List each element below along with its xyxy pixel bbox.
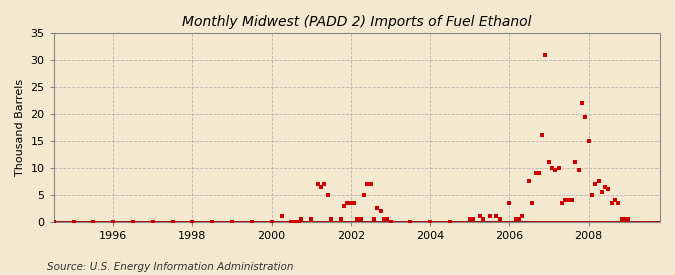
Point [358,192,369,197]
Point [570,160,580,165]
Point [580,114,591,119]
Point [296,217,306,221]
Point [494,217,505,221]
Point [576,101,587,105]
Point [564,198,574,202]
Point [290,219,301,224]
Point [610,198,620,202]
Point [599,185,610,189]
Point [593,179,604,183]
Point [554,166,564,170]
Point [385,219,396,224]
Point [319,182,330,186]
Point [524,179,535,183]
Point [537,133,547,138]
Point [326,217,337,221]
Point [49,219,59,224]
Point [468,217,479,221]
Point [560,198,570,202]
Point [108,219,119,224]
Point [313,182,323,186]
Point [534,171,545,175]
Point [566,198,577,202]
Point [379,217,389,221]
Point [623,217,634,221]
Point [339,203,350,208]
Point [477,217,488,221]
Point [335,217,346,221]
Point [530,171,541,175]
Point [306,217,317,221]
Point [616,217,627,221]
Point [425,219,435,224]
Point [266,219,277,224]
Point [445,219,456,224]
Point [464,217,475,221]
Point [352,217,362,221]
Point [349,201,360,205]
Point [613,201,624,205]
Point [527,201,538,205]
Point [227,219,238,224]
Point [589,182,600,186]
Point [342,201,353,205]
Point [187,219,198,224]
Point [475,214,485,219]
Point [68,219,79,224]
Point [246,219,257,224]
Point [573,168,584,173]
Point [356,217,367,221]
Point [543,160,554,165]
Point [547,166,558,170]
Text: Source: U.S. Energy Information Administration: Source: U.S. Energy Information Administ… [47,262,294,272]
Point [603,187,614,192]
Point [167,219,178,224]
Point [606,201,617,205]
Point [583,139,594,143]
Point [596,190,607,194]
Point [372,206,383,210]
Point [128,219,138,224]
Point [491,214,502,219]
Point [557,201,568,205]
Point [550,168,561,173]
Point [294,219,305,224]
Point [147,219,158,224]
Point [587,192,597,197]
Point [322,192,333,197]
Point [88,219,99,224]
Point [316,185,327,189]
Point [484,214,495,219]
Point [346,201,356,205]
Y-axis label: Thousand Barrels: Thousand Barrels [15,79,25,176]
Point [276,214,287,219]
Point [514,217,524,221]
Point [405,219,416,224]
Title: Monthly Midwest (PADD 2) Imports of Fuel Ethanol: Monthly Midwest (PADD 2) Imports of Fuel… [182,15,532,29]
Point [375,209,386,213]
Point [504,201,515,205]
Point [510,217,521,221]
Point [365,182,376,186]
Point [620,217,630,221]
Point [540,52,551,57]
Point [369,217,379,221]
Point [362,182,373,186]
Point [286,219,297,224]
Point [207,219,217,224]
Point [381,217,392,221]
Point [517,214,528,219]
